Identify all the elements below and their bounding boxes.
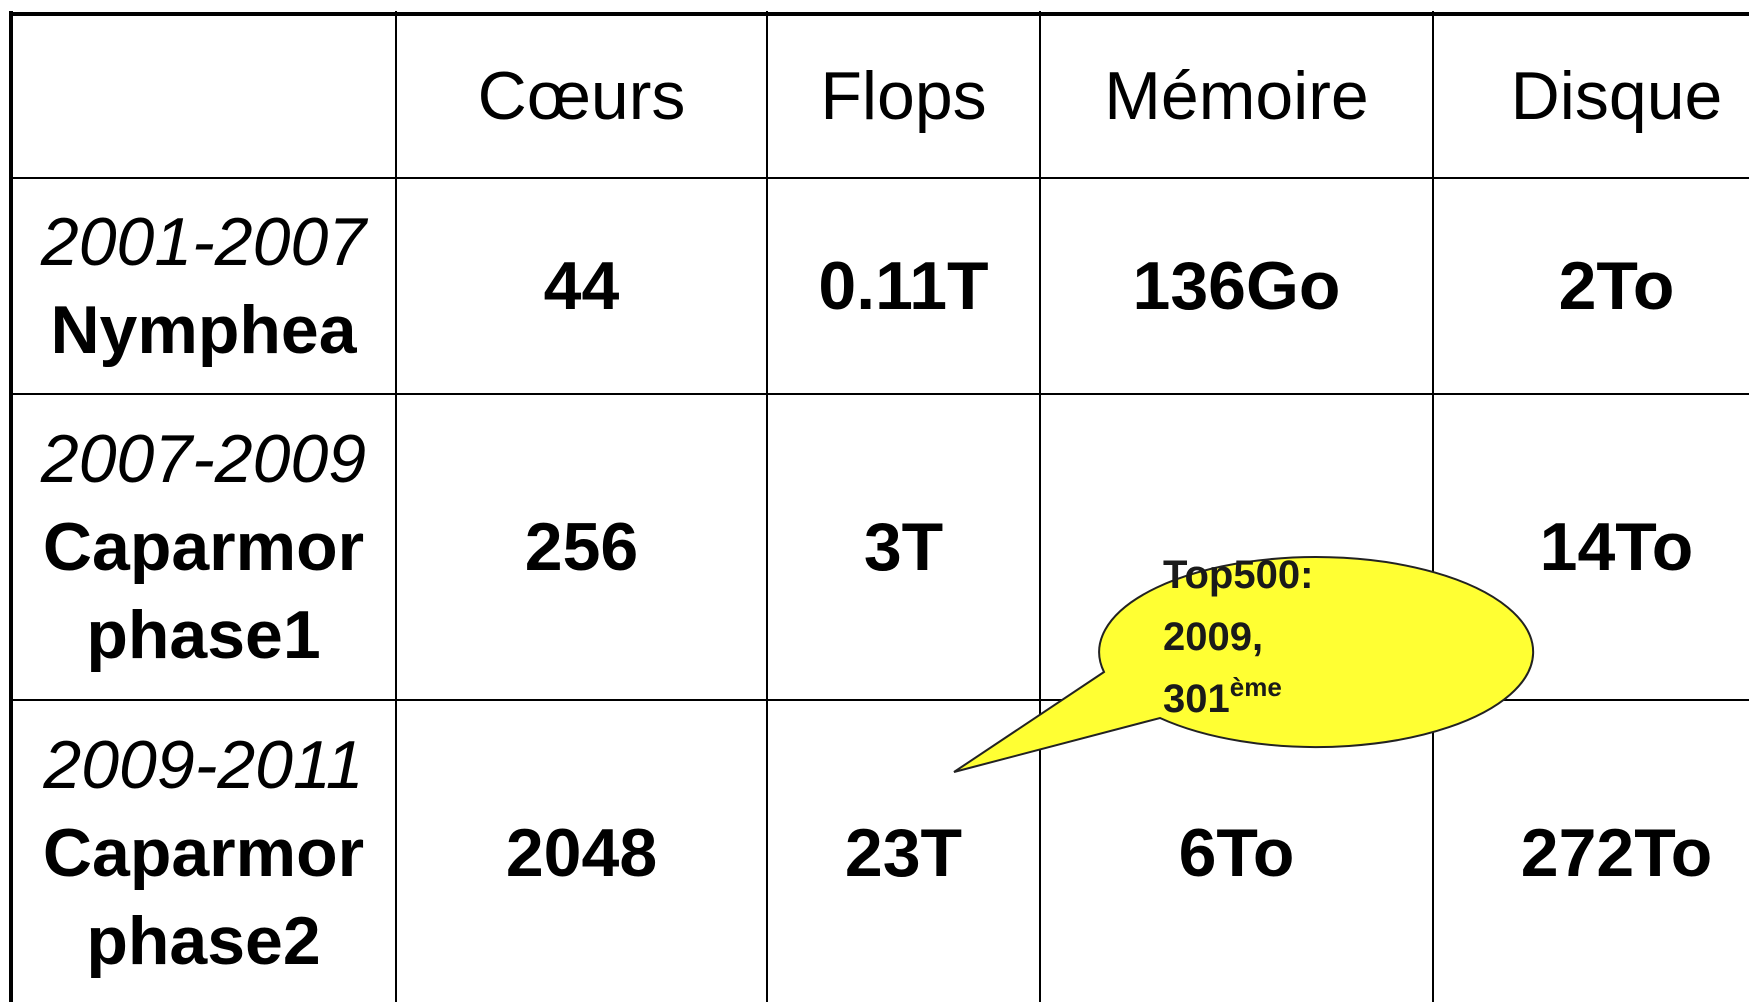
cell-value: 256 [524,509,639,585]
value-cell: 14To [1433,394,1749,700]
cell-value: 6To [1178,815,1295,891]
cell-value: 136Go [1132,248,1341,324]
cell-value: 23T [844,815,963,891]
cell-value: 2048 [505,815,658,891]
row-header: 2001-2007 Nymphea [11,178,396,394]
rank: 301 [1163,677,1230,721]
callout-line: Top500: [1163,553,1313,597]
value-cell: 0.11T [767,178,1040,394]
column-line [1039,11,1041,1002]
row-line [9,12,1749,16]
row-period: 2001-2007 [40,204,367,280]
row-header: 2007-2009 Caparmor phase1 [11,394,396,700]
header-label: Cœurs [477,57,686,134]
header-label: Disque [1510,57,1723,134]
header-label: Mémoire [1104,57,1369,134]
value-cell: 2048 [396,700,767,1006]
cell-value: 272To [1520,815,1713,891]
header-cell: Flops [767,13,1040,178]
header-cell: Disque [1433,13,1749,178]
row-period: 2009-2011 [43,727,364,803]
header-cell: Mémoire [1040,13,1433,178]
value-cell: 44 [396,178,767,394]
rank-suffix: ème [1230,672,1282,702]
row-line [9,393,1749,395]
column-line [1432,11,1434,1002]
row-name: Caparmor phase1 [42,509,365,673]
row-line [9,699,1749,701]
value-cell: 23T [767,700,1040,1006]
speech-bubble [953,556,1535,773]
value-cell: 256 [396,394,767,700]
row-period: 2007-2009 [40,421,367,497]
cell-value: 0.11T [818,248,989,324]
row-name: Caparmor phase2 [42,815,365,979]
value-cell: 272To [1433,700,1749,1006]
column-line [9,11,13,1002]
callout-rank: 301ème [1163,672,1282,721]
column-line [766,11,768,1002]
callout-line: 2009, [1163,615,1263,659]
cell-value: 14To [1539,509,1694,585]
cell-value: 44 [543,248,620,324]
cell-value: 3T [863,509,944,585]
value-cell: 3T [767,394,1040,700]
row-header: 2009-2011 Caparmor phase2 [11,700,396,1006]
cell-value: 2To [1558,248,1675,324]
value-cell: 6To [1040,700,1433,1006]
value-cell: 2To [1433,178,1749,394]
header-label: Flops [820,57,987,134]
header-cell: Cœurs [396,13,767,178]
row-name: Nymphea [50,292,357,368]
value-cell: 136Go [1040,178,1433,394]
row-line [9,177,1749,179]
column-line [395,11,397,1002]
